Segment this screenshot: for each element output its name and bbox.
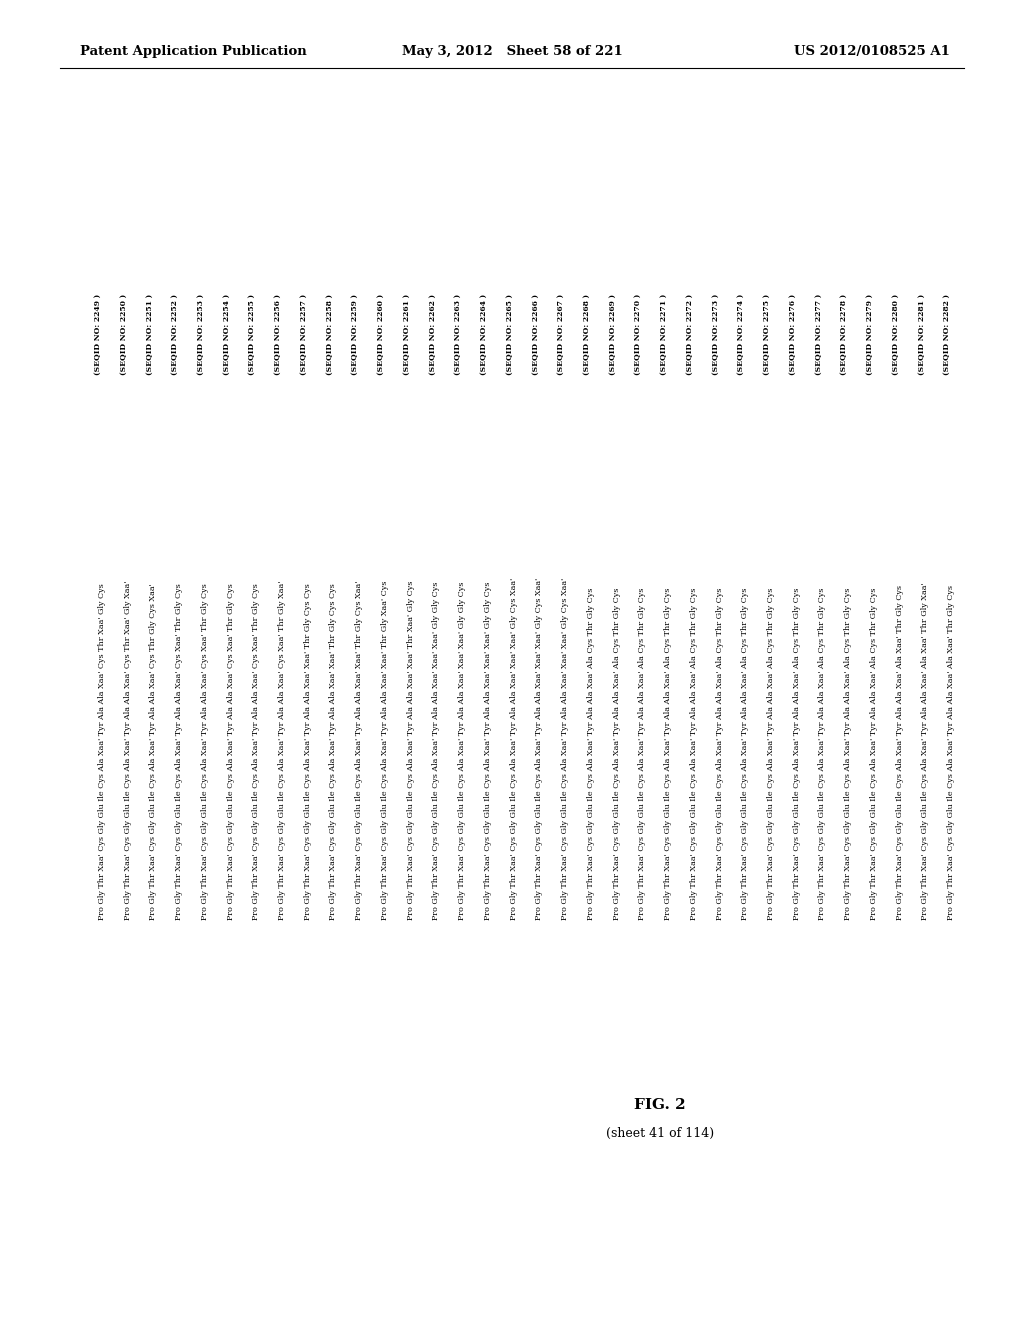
Text: (SEQID NO: 2263 ): (SEQID NO: 2263 ) — [455, 294, 462, 375]
Text: Pro Gly Thr Xaa' Cys Gly Glu Ile Cys Ala Xaa' Tyr Ala Ala Xaa' Xaa' Xaa' Gly Cys: Pro Gly Thr Xaa' Cys Gly Glu Ile Cys Ala… — [510, 578, 518, 920]
Text: Pro Gly Thr Xaa' Cys Gly Glu Ile Cys Ala Xaa' Tyr Ala Ala Xaa' Xaa' Xaa' Gly Gly: Pro Gly Thr Xaa' Cys Gly Glu Ile Cys Ala… — [484, 582, 492, 920]
Text: Pro Gly Thr Xaa' Cys Gly Glu Ile Cys Ala Xaa' Tyr Ala Ala Xaa' Cys Xaa' Thr Gly : Pro Gly Thr Xaa' Cys Gly Glu Ile Cys Ala… — [201, 583, 209, 920]
Text: (SEQID NO: 2262 ): (SEQID NO: 2262 ) — [428, 294, 436, 375]
Text: FIG. 2: FIG. 2 — [634, 1098, 686, 1111]
Text: (SEQID NO: 2279 ): (SEQID NO: 2279 ) — [866, 294, 873, 375]
Text: Pro Gly Thr Xaa' Cys Gly Glu Ile Cys Ala Xaa' Tyr Ala Ala Xaa' Xaa' Thr Gly Xaa': Pro Gly Thr Xaa' Cys Gly Glu Ile Cys Ala… — [381, 581, 389, 920]
Text: Pro Gly Thr Xaa' Cys Gly Glu Ile Cys Ala Xaa' Tyr Ala Ala Xaa' Ala Cys Thr Gly C: Pro Gly Thr Xaa' Cys Gly Glu Ile Cys Ala… — [716, 587, 724, 920]
Text: Pro Gly Thr Xaa' Cys Gly Glu Ile Cys Ala Xaa' Tyr Ala Ala Xaa' Cys Xaa' Thr Gly : Pro Gly Thr Xaa' Cys Gly Glu Ile Cys Ala… — [226, 583, 234, 920]
Text: (SEQID NO: 2265 ): (SEQID NO: 2265 ) — [506, 294, 514, 375]
Text: (SEQID NO: 2270 ): (SEQID NO: 2270 ) — [634, 293, 642, 375]
Text: Pro Gly Thr Xaa' Cys Gly Glu Ile Cys Ala Xaa' Tyr Ala Ala Xaa' Xaa' Thr Gly Cys : Pro Gly Thr Xaa' Cys Gly Glu Ile Cys Ala… — [330, 583, 338, 920]
Text: Pro Gly Thr Xaa' Cys Gly Glu Ile Cys Ala Xaa' Tyr Ala Ala Xaa' Xaa' Thr Xaa' Gly: Pro Gly Thr Xaa' Cys Gly Glu Ile Cys Ala… — [407, 581, 415, 920]
Text: (SEQID NO: 2264 ): (SEQID NO: 2264 ) — [480, 294, 487, 375]
Text: Pro Gly Thr Xaa' Cys Gly Glu Ile Cys Ala Xaa' Tyr Ala Ala Xaa' Ala Xaa' Thr Gly : Pro Gly Thr Xaa' Cys Gly Glu Ile Cys Ala… — [947, 585, 955, 920]
Text: Pro Gly Thr Xaa' Cys Gly Glu Ile Cys Ala Xaa' Tyr Ala Ala Xaa' Cys Xaa' Thr Gly : Pro Gly Thr Xaa' Cys Gly Glu Ile Cys Ala… — [252, 583, 260, 920]
Text: Pro Gly Thr Xaa' Cys Gly Glu Ile Cys Ala Xaa' Tyr Ala Ala Xaa' Ala Xaa' Thr Gly : Pro Gly Thr Xaa' Cys Gly Glu Ile Cys Ala… — [896, 585, 903, 920]
Text: (SEQID NO: 2267 ): (SEQID NO: 2267 ) — [557, 294, 565, 375]
Text: May 3, 2012   Sheet 58 of 221: May 3, 2012 Sheet 58 of 221 — [401, 45, 623, 58]
Text: Pro Gly Thr Xaa' Cys Gly Glu Ile Cys Ala Xaa' Tyr Ala Ala Xaa' Ala Cys Thr Gly C: Pro Gly Thr Xaa' Cys Gly Glu Ile Cys Ala… — [741, 587, 750, 920]
Text: Pro Gly Thr Xaa' Cys Gly Glu Ile Cys Ala Xaa' Tyr Ala Ala Xaa' Cys Xaa' Thr Gly : Pro Gly Thr Xaa' Cys Gly Glu Ile Cys Ala… — [278, 581, 286, 920]
Text: (SEQID NO: 2276 ): (SEQID NO: 2276 ) — [788, 294, 797, 375]
Text: Pro Gly Thr Xaa' Cys Gly Glu Ile Cys Ala Xaa' Tyr Ala Ala Xaa' Ala Cys Thr Gly C: Pro Gly Thr Xaa' Cys Gly Glu Ile Cys Ala… — [690, 587, 697, 920]
Text: (SEQID NO: 2274 ): (SEQID NO: 2274 ) — [737, 293, 745, 375]
Text: (SEQID NO: 2281 ): (SEQID NO: 2281 ) — [918, 294, 926, 375]
Text: Patent Application Publication: Patent Application Publication — [80, 45, 307, 58]
Text: Pro Gly Thr Xaa' Cys Gly Glu Ile Cys Ala Xaa' Tyr Ala Ala Xaa' Ala Cys Thr Gly C: Pro Gly Thr Xaa' Cys Gly Glu Ile Cys Ala… — [638, 587, 646, 920]
Text: (SEQID NO: 2273 ): (SEQID NO: 2273 ) — [712, 293, 720, 375]
Text: (SEQID NO: 2271 ): (SEQID NO: 2271 ) — [660, 293, 668, 375]
Text: (SEQID NO: 2254 ): (SEQID NO: 2254 ) — [222, 294, 230, 375]
Text: Pro Gly Thr Xaa' Cys Gly Glu Ile Cys Ala Xaa' Tyr Ala Ala Xaa' Ala Cys Thr Gly C: Pro Gly Thr Xaa' Cys Gly Glu Ile Cys Ala… — [587, 587, 595, 920]
Text: (SEQID NO: 2251 ): (SEQID NO: 2251 ) — [145, 294, 154, 375]
Text: Pro Gly Thr Xaa' Cys Gly Glu Ile Cys Ala Xaa' Tyr Ala Ala Xaa' Xaa' Thr Gly Cys : Pro Gly Thr Xaa' Cys Gly Glu Ile Cys Ala… — [355, 581, 364, 920]
Text: Pro Gly Thr Xaa' Cys Gly Glu Ile Cys Ala Xaa' Tyr Ala Ala Xaa' Cys Thr Xaa' Gly : Pro Gly Thr Xaa' Cys Gly Glu Ile Cys Ala… — [124, 581, 132, 920]
Text: Pro Gly Thr Xaa' Cys Gly Glu Ile Cys Ala Xaa' Tyr Ala Ala Xaa' Xaa' Thr Gly Cys : Pro Gly Thr Xaa' Cys Gly Glu Ile Cys Ala… — [304, 583, 311, 920]
Text: Pro Gly Thr Xaa' Cys Gly Glu Ile Cys Ala Xaa' Tyr Ala Ala Xaa' Cys Xaa' Thr Gly : Pro Gly Thr Xaa' Cys Gly Glu Ile Cys Ala… — [175, 583, 183, 920]
Text: Pro Gly Thr Xaa' Cys Gly Glu Ile Cys Ala Xaa' Tyr Ala Ala Xaa' Ala Cys Thr Gly C: Pro Gly Thr Xaa' Cys Gly Glu Ile Cys Ala… — [664, 587, 672, 920]
Text: Pro Gly Thr Xaa' Cys Gly Glu Ile Cys Ala Xaa' Tyr Ala Ala Xaa' Ala Cys Thr Gly C: Pro Gly Thr Xaa' Cys Gly Glu Ile Cys Ala… — [767, 587, 775, 920]
Text: (SEQID NO: 2275 ): (SEQID NO: 2275 ) — [763, 294, 771, 375]
Text: (SEQID NO: 2272 ): (SEQID NO: 2272 ) — [686, 294, 694, 375]
Text: US 2012/0108525 A1: US 2012/0108525 A1 — [795, 45, 950, 58]
Text: (SEQID NO: 2249 ): (SEQID NO: 2249 ) — [94, 294, 101, 375]
Text: Pro Gly Thr Xaa' Cys Gly Glu Ile Cys Ala Xaa' Tyr Ala Ala Xaa' Ala Cys Thr Gly C: Pro Gly Thr Xaa' Cys Gly Glu Ile Cys Ala… — [793, 587, 801, 920]
Text: (SEQID NO: 2280 ): (SEQID NO: 2280 ) — [892, 294, 900, 375]
Text: (SEQID NO: 2257 ): (SEQID NO: 2257 ) — [300, 294, 308, 375]
Text: (SEQID NO: 2256 ): (SEQID NO: 2256 ) — [274, 294, 282, 375]
Text: Pro Gly Thr Xaa' Cys Gly Glu Ile Cys Ala Xaa' Tyr Ala Ala Xaa' Cys Thr Gly Cys X: Pro Gly Thr Xaa' Cys Gly Glu Ile Cys Ala… — [150, 583, 158, 920]
Text: Pro Gly Thr Xaa' Cys Gly Glu Ile Cys Ala Xaa' Tyr Ala Ala Xaa' Xaa' Xaa' Gly Gly: Pro Gly Thr Xaa' Cys Gly Glu Ile Cys Ala… — [432, 582, 440, 920]
Text: (SEQID NO: 2253 ): (SEQID NO: 2253 ) — [197, 294, 205, 375]
Text: (SEQID NO: 2277 ): (SEQID NO: 2277 ) — [814, 293, 822, 375]
Text: (sheet 41 of 114): (sheet 41 of 114) — [606, 1126, 714, 1139]
Text: Pro Gly Thr Xaa' Cys Gly Glu Ile Cys Ala Xaa' Tyr Ala Ala Xaa' Ala Xaa' Thr Gly : Pro Gly Thr Xaa' Cys Gly Glu Ile Cys Ala… — [922, 582, 930, 920]
Text: Pro Gly Thr Xaa' Cys Gly Glu Ile Cys Ala Xaa' Tyr Ala Ala Xaa' Xaa' Xaa' Gly Cys: Pro Gly Thr Xaa' Cys Gly Glu Ile Cys Ala… — [536, 578, 544, 920]
Text: Pro Gly Thr Xaa' Cys Gly Glu Ile Cys Ala Xaa' Tyr Ala Ala Xaa' Xaa' Xaa' Gly Gly: Pro Gly Thr Xaa' Cys Gly Glu Ile Cys Ala… — [458, 582, 466, 920]
Text: Pro Gly Thr Xaa' Cys Gly Glu Ile Cys Ala Xaa' Tyr Ala Ala Xaa' Ala Cys Thr Gly C: Pro Gly Thr Xaa' Cys Gly Glu Ile Cys Ala… — [612, 587, 621, 920]
Text: (SEQID NO: 2278 ): (SEQID NO: 2278 ) — [840, 294, 848, 375]
Text: (SEQID NO: 2258 ): (SEQID NO: 2258 ) — [326, 294, 334, 375]
Text: Pro Gly Thr Xaa' Cys Gly Glu Ile Cys Ala Xaa' Tyr Ala Ala Xaa' Ala Cys Thr Gly C: Pro Gly Thr Xaa' Cys Gly Glu Ile Cys Ala… — [844, 587, 852, 920]
Text: Pro Gly Thr Xaa' Cys Gly Glu Ile Cys Ala Xaa' Tyr Ala Ala Xaa' Cys Thr Xaa' Gly : Pro Gly Thr Xaa' Cys Gly Glu Ile Cys Ala… — [98, 583, 105, 920]
Text: (SEQID NO: 2269 ): (SEQID NO: 2269 ) — [608, 294, 616, 375]
Text: (SEQID NO: 2255 ): (SEQID NO: 2255 ) — [248, 294, 256, 375]
Text: (SEQID NO: 2250 ): (SEQID NO: 2250 ) — [120, 294, 128, 375]
Text: Pro Gly Thr Xaa' Cys Gly Glu Ile Cys Ala Xaa' Tyr Ala Ala Xaa' Xaa' Xaa' Gly Cys: Pro Gly Thr Xaa' Cys Gly Glu Ile Cys Ala… — [561, 578, 569, 920]
Text: (SEQID NO: 2260 ): (SEQID NO: 2260 ) — [377, 294, 385, 375]
Text: (SEQID NO: 2259 ): (SEQID NO: 2259 ) — [351, 294, 359, 375]
Text: (SEQID NO: 2268 ): (SEQID NO: 2268 ) — [583, 294, 591, 375]
Text: (SEQID NO: 2266 ): (SEQID NO: 2266 ) — [531, 294, 540, 375]
Text: Pro Gly Thr Xaa' Cys Gly Glu Ile Cys Ala Xaa' Tyr Ala Ala Xaa' Ala Cys Thr Gly C: Pro Gly Thr Xaa' Cys Gly Glu Ile Cys Ala… — [870, 587, 878, 920]
Text: (SEQID NO: 2261 ): (SEQID NO: 2261 ) — [402, 294, 411, 375]
Text: (SEQID NO: 2282 ): (SEQID NO: 2282 ) — [943, 294, 951, 375]
Text: Pro Gly Thr Xaa' Cys Gly Glu Ile Cys Ala Xaa' Tyr Ala Ala Xaa' Ala Cys Thr Gly C: Pro Gly Thr Xaa' Cys Gly Glu Ile Cys Ala… — [818, 587, 826, 920]
Text: (SEQID NO: 2252 ): (SEQID NO: 2252 ) — [171, 294, 179, 375]
